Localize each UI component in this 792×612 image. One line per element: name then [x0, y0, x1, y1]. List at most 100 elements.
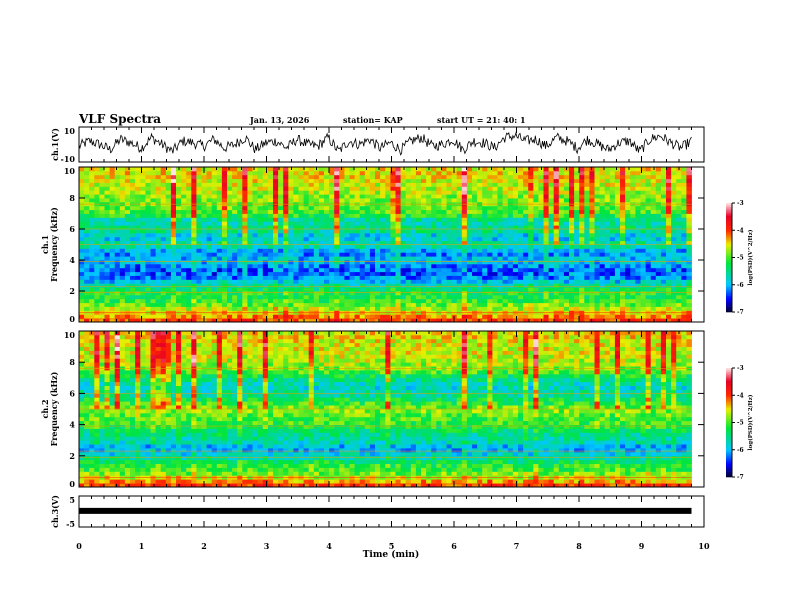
- heatmap-cell: [574, 244, 580, 249]
- heatmap-cell: [186, 217, 192, 222]
- heatmap-cell: [533, 232, 539, 238]
- heatmap-cell: [181, 209, 187, 214]
- heatmap-cell: [385, 225, 391, 230]
- heatmap-cell: [563, 314, 570, 319]
- heatmap-cell: [181, 221, 187, 226]
- heatmap-cell: [298, 263, 304, 269]
- heatmap-cell: [681, 167, 687, 172]
- heatmap-cell: [584, 182, 590, 187]
- heatmap-cell: [461, 217, 468, 222]
- heatmap-cell: [293, 248, 299, 253]
- heatmap-cell: [186, 275, 192, 280]
- heatmap-cell: [288, 178, 294, 183]
- heatmap-cell: [145, 229, 151, 234]
- colorbar-cell: [726, 310, 732, 313]
- heatmap-cell: [620, 279, 626, 284]
- heatmap-cell: [298, 291, 304, 296]
- heatmap-cell: [318, 283, 325, 288]
- heatmap-cell: [589, 271, 595, 276]
- heatmap-cell: [375, 271, 381, 276]
- heatmap-cell: [660, 236, 667, 242]
- heatmap-cell: [390, 314, 396, 319]
- heatmap-cell: [502, 244, 509, 249]
- heatmap-cell: [436, 263, 442, 269]
- heatmap-cell: [512, 279, 519, 284]
- heatmap-cell: [196, 279, 202, 284]
- heatmap-cell: [252, 298, 258, 304]
- heatmap-cell: [257, 174, 264, 180]
- heatmap-cell: [569, 244, 575, 249]
- heatmap-cell: [553, 306, 560, 311]
- heatmap-cell: [232, 225, 238, 230]
- heatmap-cell: [385, 294, 391, 300]
- heatmap-cell: [518, 174, 524, 180]
- heatmap-cell: [456, 267, 463, 273]
- heatmap-cell: [124, 318, 131, 323]
- heatmap-cell: [232, 283, 238, 288]
- heatmap-cell: [456, 260, 463, 265]
- heatmap-cell: [160, 302, 167, 307]
- heatmap-cell: [558, 213, 565, 218]
- heatmap-cell: [278, 314, 284, 319]
- heatmap-cell: [492, 217, 498, 222]
- heatmap-cell: [318, 260, 325, 265]
- heatmap-cell: [650, 287, 657, 292]
- heatmap-cell: [298, 318, 304, 323]
- heatmap-cell: [196, 236, 202, 242]
- heatmap-cell: [79, 186, 85, 191]
- heatmap-cell: [635, 244, 641, 249]
- heatmap-cell: [242, 236, 248, 242]
- heatmap-cell: [339, 225, 345, 230]
- heatmap-cell: [604, 178, 611, 183]
- heatmap-cell: [548, 244, 555, 249]
- heatmap-cell: [237, 294, 243, 300]
- heatmap-cell: [84, 256, 90, 261]
- heatmap-cell: [385, 182, 391, 187]
- heatmap-cell: [227, 167, 233, 172]
- heatmap-cell: [339, 178, 345, 183]
- heatmap-cell: [252, 287, 258, 292]
- heatmap-cell: [303, 170, 310, 176]
- heatmap-cell: [523, 256, 529, 261]
- heatmap-cell: [349, 167, 355, 172]
- heatmap-cell: [451, 244, 458, 249]
- heatmap-cell: [89, 256, 95, 261]
- heatmap-cell: [543, 291, 549, 296]
- heatmap-cell: [369, 283, 376, 288]
- heatmap-cell: [364, 283, 371, 288]
- heatmap-cell: [114, 209, 121, 214]
- heatmap-cell: [686, 291, 692, 296]
- heatmap-cell: [497, 194, 503, 199]
- heatmap-cell: [507, 213, 514, 218]
- heatmap-cell: [206, 170, 213, 176]
- heatmap-cell: [221, 198, 228, 203]
- heatmap-cell: [124, 306, 131, 311]
- heatmap-cell: [528, 271, 534, 276]
- heatmap-cell: [400, 294, 407, 300]
- heatmap-cell: [344, 294, 350, 300]
- heatmap-cell: [512, 209, 519, 214]
- heatmap-cell: [288, 244, 294, 249]
- heatmap-cell: [482, 260, 488, 265]
- heatmap-cell: [283, 198, 289, 203]
- heatmap-cell: [155, 263, 162, 269]
- heatmap-cell: [109, 167, 116, 172]
- heatmap-cell: [318, 302, 325, 307]
- heatmap-cell: [579, 186, 585, 191]
- heatmap-cell: [79, 298, 85, 304]
- heatmap-cell: [242, 275, 248, 280]
- heatmap-cell: [385, 213, 391, 218]
- heatmap-cell: [579, 256, 585, 261]
- heatmap-cell: [145, 267, 151, 273]
- heatmap-cell: [109, 244, 116, 249]
- heatmap-cell: [482, 271, 488, 276]
- heatmap-cell: [380, 198, 386, 203]
- colorbar-cell: [726, 246, 732, 249]
- heatmap-cell: [609, 260, 616, 265]
- heatmap-cell: [650, 209, 657, 214]
- heatmap-cell: [390, 279, 396, 284]
- heatmap-cell: [666, 209, 672, 214]
- heatmap-cell: [650, 182, 657, 187]
- heatmap-cell: [431, 275, 437, 280]
- heatmap-cell: [94, 248, 100, 253]
